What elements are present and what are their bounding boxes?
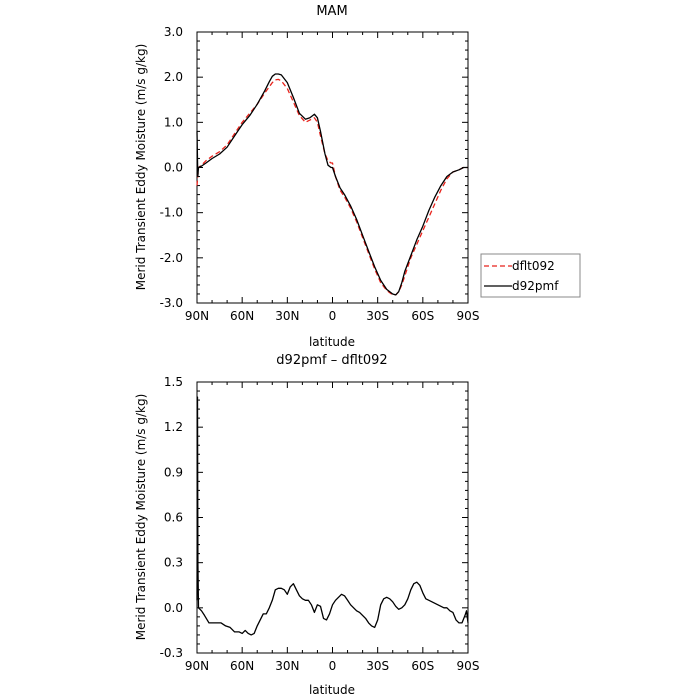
top-title: MAM <box>316 4 347 19</box>
top-series-line-d92pmf <box>196 73 468 296</box>
bottom-y-tick-label: 0.9 <box>164 465 183 479</box>
bottom-series <box>196 396 469 636</box>
bottom-y-tick-label: -0.3 <box>160 646 183 660</box>
bottom-ticks: 90N 60N 30N 0 30S 60S 90S -0.3 0.0 0.3 0.6 0.9 1.2 1.… <box>160 375 480 673</box>
legend-label-dflt092: dflt092 <box>512 259 555 273</box>
top-y-tick-label: -2.0 <box>160 251 183 265</box>
bottom-x-tick-label: 30N <box>275 659 299 673</box>
bottom-panel: d92pmf – dflt092 latitude Merid Transien… <box>134 353 479 697</box>
bottom-y-tick-label: 0.6 <box>164 511 183 525</box>
top-series-line-dflt092 <box>196 78 468 296</box>
top-panel: MAM latitude Merid Transient Eddy Moistu… <box>134 4 581 349</box>
top-xlabel: latitude <box>309 335 355 349</box>
top-y-tick-label: 2.0 <box>164 70 183 84</box>
top-x-tick-label: 60N <box>230 309 254 323</box>
bottom-x-tick-label: 90S <box>457 659 480 673</box>
top-ylabel: Merid Transient Eddy Moisture (m/s g/kg) <box>134 44 148 291</box>
bottom-x-tick-label: 30S <box>366 659 389 673</box>
legend-label-d92pmf: d92pmf <box>512 279 559 293</box>
top-y-tick-label: -1.0 <box>160 206 183 220</box>
top-x-tick-label: 30N <box>275 309 299 323</box>
bottom-x-tick-label: 0 <box>329 659 337 673</box>
top-x-tick-label: 30S <box>366 309 389 323</box>
bottom-y-tick-label: 1.5 <box>164 375 183 389</box>
bottom-x-tick-label: 60N <box>230 659 254 673</box>
bottom-title: d92pmf – dflt092 <box>276 353 387 368</box>
bottom-x-tick-label: 90N <box>185 659 209 673</box>
top-x-tick-label: 90S <box>457 309 480 323</box>
bottom-y-tick-label: 0.0 <box>164 601 183 615</box>
bottom-xlabel: latitude <box>309 683 355 697</box>
top-ticks: 90N 60N 30N 0 30S 60S 90S -3.0 -2.0 -1.0 0.0 1.0 2.0… <box>160 25 480 323</box>
top-x-tick-label: 90N <box>185 309 209 323</box>
bottom-ylabel: Merid Transient Eddy Moisture (m/s g/kg) <box>134 394 148 641</box>
legend-box <box>480 253 581 298</box>
top-x-tick-label: 0 <box>329 309 337 323</box>
legend: dflt092 d92pmf <box>480 253 581 298</box>
top-series <box>196 73 468 296</box>
top-y-tick-label: 3.0 <box>164 25 183 39</box>
bottom-series-line-series-0 <box>196 396 469 636</box>
top-y-tick-label: 1.0 <box>164 115 183 129</box>
bottom-y-tick-label: 1.2 <box>164 420 183 434</box>
bottom-y-tick-label: 0.3 <box>164 556 183 570</box>
top-y-tick-label: -3.0 <box>160 296 183 310</box>
bottom-plot-frame <box>196 381 469 654</box>
top-y-tick-label: 0.0 <box>164 161 183 175</box>
top-x-tick-label: 60S <box>411 309 434 323</box>
bottom-x-tick-label: 60S <box>411 659 434 673</box>
